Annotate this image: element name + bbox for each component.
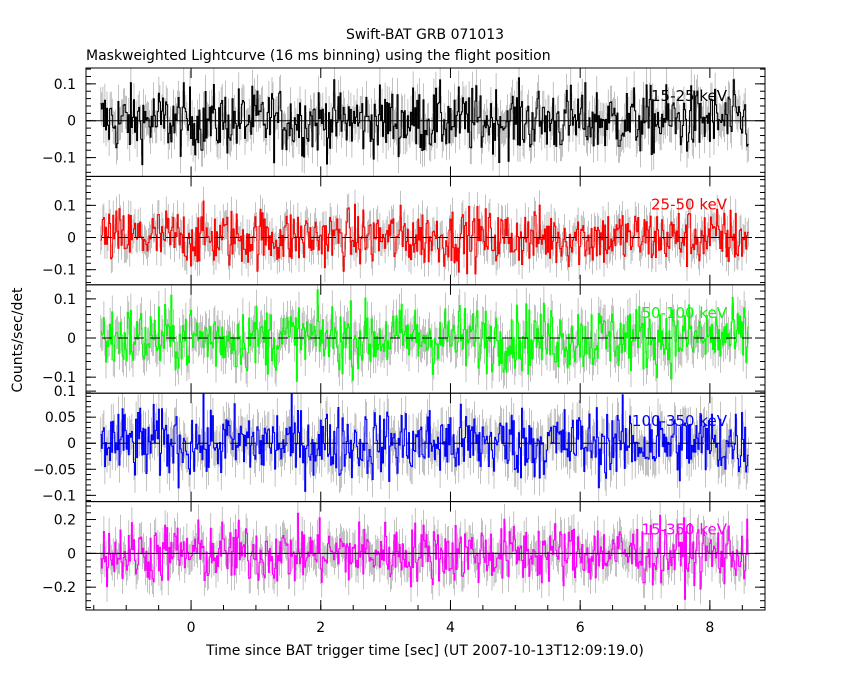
x-tick-label: 0 <box>187 620 196 636</box>
band-label: 15-25 keV <box>651 87 728 105</box>
y-tick-label: 0 <box>67 331 76 347</box>
series-3 <box>100 393 749 502</box>
y-tick-label: −0.1 <box>42 488 76 504</box>
y-tick-label: 0 <box>67 546 76 562</box>
band-label: 50-100 keV <box>641 304 727 322</box>
y-tick-label: −0.05 <box>33 462 76 478</box>
series-2 <box>100 284 749 394</box>
y-tick-label: −0.2 <box>42 580 76 596</box>
y-tick-label: 0 <box>67 436 76 452</box>
panel-3: 0.1 0.05 0 −0.05 −0.1 100-350 keV <box>33 384 766 504</box>
y-tick-label: 0.1 <box>54 384 76 400</box>
band-label: 15-350 keV <box>641 521 727 539</box>
y-tick-label: −0.1 <box>42 370 76 386</box>
y-tick-label: 0 <box>67 114 76 130</box>
panel-0: 0.1 0 −0.1 15-25 keV <box>42 67 766 177</box>
x-axis-label: Time since BAT trigger time [sec] (UT 20… <box>205 643 644 659</box>
panel-1: 0.1 0 −0.1 25-50 keV <box>42 175 766 286</box>
panel-2: 0.1 0 −0.1 50-100 keV <box>42 284 766 394</box>
lightcurve-line <box>100 289 749 382</box>
chart-subtitle: Maskweighted Lightcurve (16 ms binning) … <box>86 48 551 64</box>
chart-title: Swift-BAT GRB 071013 <box>346 27 504 43</box>
band-label: 100-350 keV <box>632 412 728 430</box>
x-tick-label: 4 <box>446 620 455 636</box>
x-tick-label: 2 <box>316 620 325 636</box>
series-1 <box>100 186 749 285</box>
error-bars <box>100 501 749 611</box>
panel-4: 0.2 0 −0.2 15-350 keV <box>42 501 766 611</box>
y-tick-label: −0.1 <box>42 151 76 167</box>
y-tick-label: −0.1 <box>42 263 76 279</box>
y-tick-label: 0.1 <box>54 198 76 214</box>
y-axis-label: Counts/sec/det <box>10 287 26 392</box>
x-tick-label: 8 <box>705 620 714 636</box>
y-tick-label: 0.2 <box>54 513 76 529</box>
y-tick-label: 0.1 <box>54 292 76 308</box>
panel-frame <box>85 501 766 611</box>
lightcurve-line <box>100 393 749 492</box>
x-tick-label: 6 <box>576 620 585 636</box>
band-label: 25-50 keV <box>651 195 728 213</box>
y-tick-label: 0.1 <box>54 77 76 93</box>
y-tick-label: 0 <box>67 231 76 247</box>
lightcurve-line <box>100 512 749 600</box>
series-4 <box>100 501 749 611</box>
lightcurve-line <box>100 200 749 275</box>
y-tick-label: 0.05 <box>45 410 76 426</box>
